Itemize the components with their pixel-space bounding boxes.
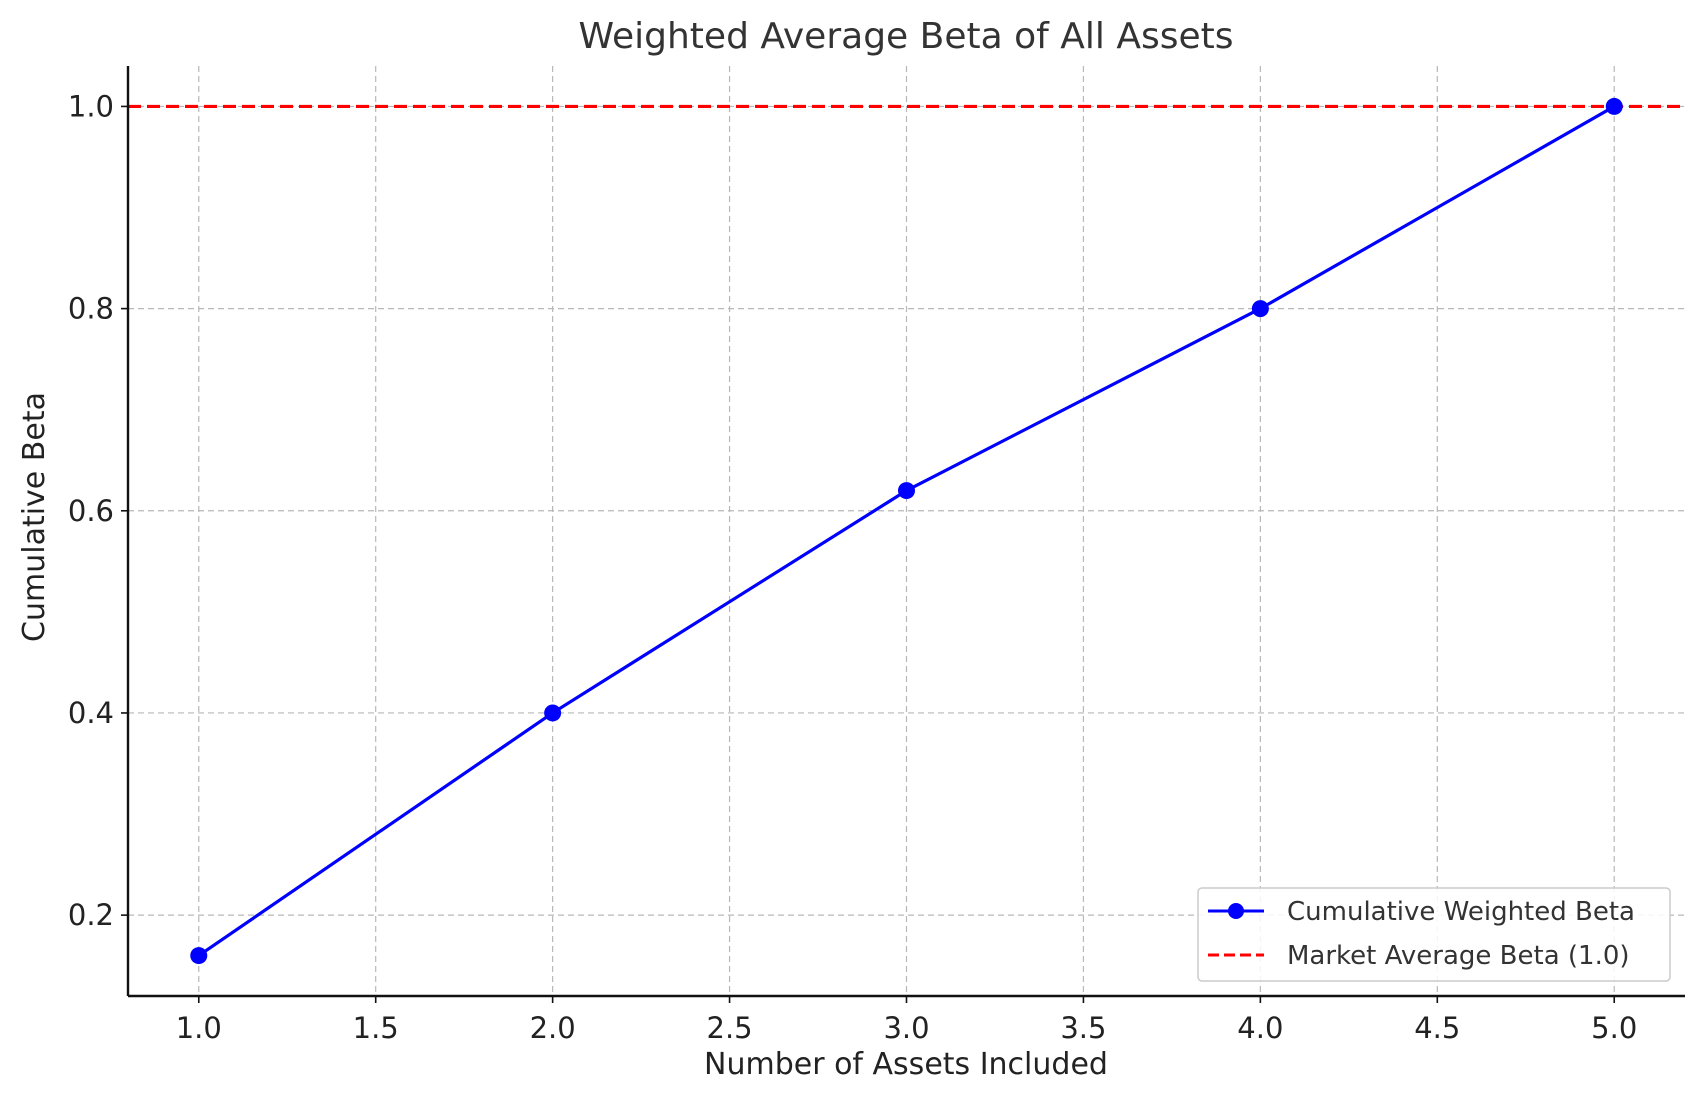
x-tick-label: 4.0 [1237, 1011, 1283, 1045]
legend-label-series: Cumulative Weighted Beta [1287, 897, 1635, 927]
legend-swatch-marker [1228, 903, 1244, 919]
legend-item-cumulative-weighted-beta: Cumulative Weighted Beta [1208, 897, 1635, 927]
legend-frame [1197, 887, 1671, 982]
y-tick-label: 0.4 [68, 696, 114, 730]
data-point [898, 482, 915, 500]
x-tick-label: 5.0 [1591, 1011, 1637, 1045]
y-tick-label: 0.6 [68, 494, 114, 528]
y-tick-label: 1.0 [68, 89, 114, 123]
axes [121, 66, 1685, 1003]
legend: Cumulative Weighted Beta Market Average … [1197, 887, 1671, 982]
data-point [1251, 300, 1269, 318]
legend-label-reference: Market Average Beta (1.0) [1287, 941, 1630, 971]
tick-labels: 1.0 1.5 2.0 2.5 3.0 3.5 4.0 4.5 5.0 0.2 0.4 0.6 0.8 1… [68, 89, 1637, 1045]
y-tick-label: 0.8 [68, 292, 114, 326]
grid-lines [128, 66, 1685, 996]
x-tick-label: 2.0 [530, 1011, 576, 1045]
x-tick-label: 1.5 [353, 1011, 399, 1045]
chart-title: Weighted Average Beta of All Assets [579, 16, 1234, 57]
x-tick-label: 4.5 [1414, 1011, 1460, 1045]
data-point [544, 704, 562, 722]
data-point [190, 947, 208, 965]
y-axis-label: Cumulative Beta [17, 392, 52, 642]
x-tick-label: 3.5 [1060, 1011, 1106, 1045]
legend-item-market-average-beta: Market Average Beta (1.0) [1208, 941, 1630, 971]
x-tick-label: 1.0 [176, 1011, 222, 1045]
x-axis-label: Number of Assets Included [704, 1047, 1108, 1082]
x-tick-label: 2.5 [707, 1011, 753, 1045]
y-tick-label: 0.2 [68, 898, 114, 932]
x-tick-label: 3.0 [883, 1011, 929, 1045]
series-layer [190, 97, 1623, 965]
data-point [1605, 97, 1623, 115]
